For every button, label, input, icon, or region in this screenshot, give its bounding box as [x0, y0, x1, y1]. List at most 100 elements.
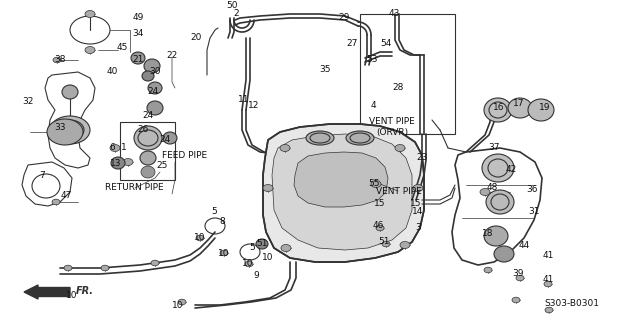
Ellipse shape [142, 71, 154, 81]
Ellipse shape [482, 154, 514, 182]
Text: 32: 32 [22, 98, 34, 107]
Ellipse shape [178, 299, 186, 305]
Ellipse shape [85, 11, 95, 18]
Ellipse shape [544, 281, 552, 287]
Ellipse shape [376, 225, 384, 231]
Text: 24: 24 [159, 135, 171, 145]
Ellipse shape [148, 82, 162, 94]
Text: 12: 12 [248, 101, 260, 110]
Text: 3: 3 [415, 223, 421, 233]
Bar [360, 14, 455, 134]
Text: 4: 4 [370, 100, 376, 109]
Text: 10: 10 [262, 253, 274, 262]
Text: 1: 1 [121, 143, 127, 153]
Text: 20: 20 [190, 34, 202, 43]
Text: 36: 36 [526, 186, 538, 195]
Ellipse shape [245, 261, 253, 267]
Ellipse shape [140, 151, 156, 165]
Text: 11: 11 [238, 95, 250, 105]
Text: 37: 37 [488, 143, 500, 153]
Text: 23: 23 [417, 154, 427, 163]
Ellipse shape [134, 126, 162, 150]
Ellipse shape [346, 131, 374, 145]
Text: FEED PIPE: FEED PIPE [162, 150, 208, 159]
Ellipse shape [508, 98, 532, 118]
Ellipse shape [62, 85, 78, 99]
Ellipse shape [131, 52, 145, 64]
FancyArrow shape [24, 285, 70, 299]
Text: 2: 2 [233, 10, 239, 19]
Text: 5: 5 [211, 206, 217, 215]
Text: 51: 51 [256, 239, 268, 249]
Text: 38: 38 [54, 55, 66, 65]
Ellipse shape [52, 199, 60, 205]
Ellipse shape [47, 119, 83, 145]
Text: 14: 14 [412, 207, 424, 217]
Ellipse shape [480, 188, 490, 196]
Ellipse shape [263, 185, 273, 191]
Text: 29: 29 [338, 13, 350, 22]
Text: 25: 25 [156, 161, 168, 170]
Polygon shape [272, 134, 412, 250]
Ellipse shape [53, 57, 61, 63]
Text: 10: 10 [194, 234, 206, 243]
Text: 26: 26 [138, 125, 148, 134]
Ellipse shape [371, 180, 381, 188]
Text: 46: 46 [372, 221, 383, 230]
Ellipse shape [101, 265, 109, 271]
Ellipse shape [545, 307, 553, 313]
Text: 48: 48 [486, 183, 497, 193]
Text: 27: 27 [347, 39, 358, 49]
Ellipse shape [110, 145, 120, 151]
Bar [120, 122, 175, 180]
Text: 45: 45 [117, 44, 127, 52]
Text: 53: 53 [366, 55, 378, 65]
Text: 55: 55 [368, 179, 380, 188]
Ellipse shape [85, 46, 95, 53]
Text: (ORVR): (ORVR) [376, 129, 408, 138]
Text: 22: 22 [166, 52, 178, 60]
Ellipse shape [196, 235, 204, 241]
Text: FR.: FR. [76, 286, 94, 296]
Ellipse shape [151, 260, 159, 266]
Polygon shape [294, 152, 388, 207]
Text: 41: 41 [542, 276, 554, 284]
Text: S303-B0301: S303-B0301 [545, 299, 599, 308]
Text: 10: 10 [218, 249, 230, 258]
Text: 18: 18 [482, 229, 494, 238]
Ellipse shape [486, 190, 514, 214]
Ellipse shape [147, 101, 163, 115]
Text: 28: 28 [392, 84, 404, 92]
Text: 10: 10 [66, 292, 78, 300]
Text: 5: 5 [249, 244, 255, 252]
Text: 13: 13 [110, 158, 122, 167]
Ellipse shape [306, 131, 334, 145]
Ellipse shape [484, 226, 508, 246]
Text: 17: 17 [513, 100, 525, 108]
Text: 47: 47 [61, 191, 72, 201]
Ellipse shape [281, 244, 291, 252]
Text: 8: 8 [219, 218, 225, 227]
Text: 15: 15 [375, 199, 386, 209]
Text: 9: 9 [253, 270, 259, 279]
Ellipse shape [280, 145, 290, 151]
Text: 31: 31 [528, 207, 540, 217]
Ellipse shape [123, 158, 133, 165]
Text: 50: 50 [226, 1, 238, 10]
Text: VENT PIPE: VENT PIPE [376, 187, 422, 196]
Ellipse shape [64, 265, 72, 271]
Ellipse shape [484, 267, 492, 273]
Text: 24: 24 [143, 110, 154, 119]
Ellipse shape [512, 297, 520, 303]
Text: 43: 43 [389, 10, 399, 19]
Ellipse shape [50, 116, 90, 144]
Polygon shape [263, 124, 424, 262]
Ellipse shape [395, 145, 405, 151]
Text: 44: 44 [519, 242, 529, 251]
Ellipse shape [256, 239, 268, 249]
Text: 54: 54 [380, 38, 392, 47]
Ellipse shape [220, 250, 228, 256]
Text: 35: 35 [319, 66, 331, 75]
Ellipse shape [141, 166, 155, 178]
Text: 34: 34 [132, 29, 144, 38]
